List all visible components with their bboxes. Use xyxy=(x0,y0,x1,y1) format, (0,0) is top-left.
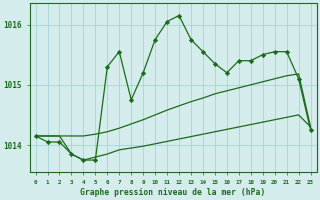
X-axis label: Graphe pression niveau de la mer (hPa): Graphe pression niveau de la mer (hPa) xyxy=(80,188,266,197)
